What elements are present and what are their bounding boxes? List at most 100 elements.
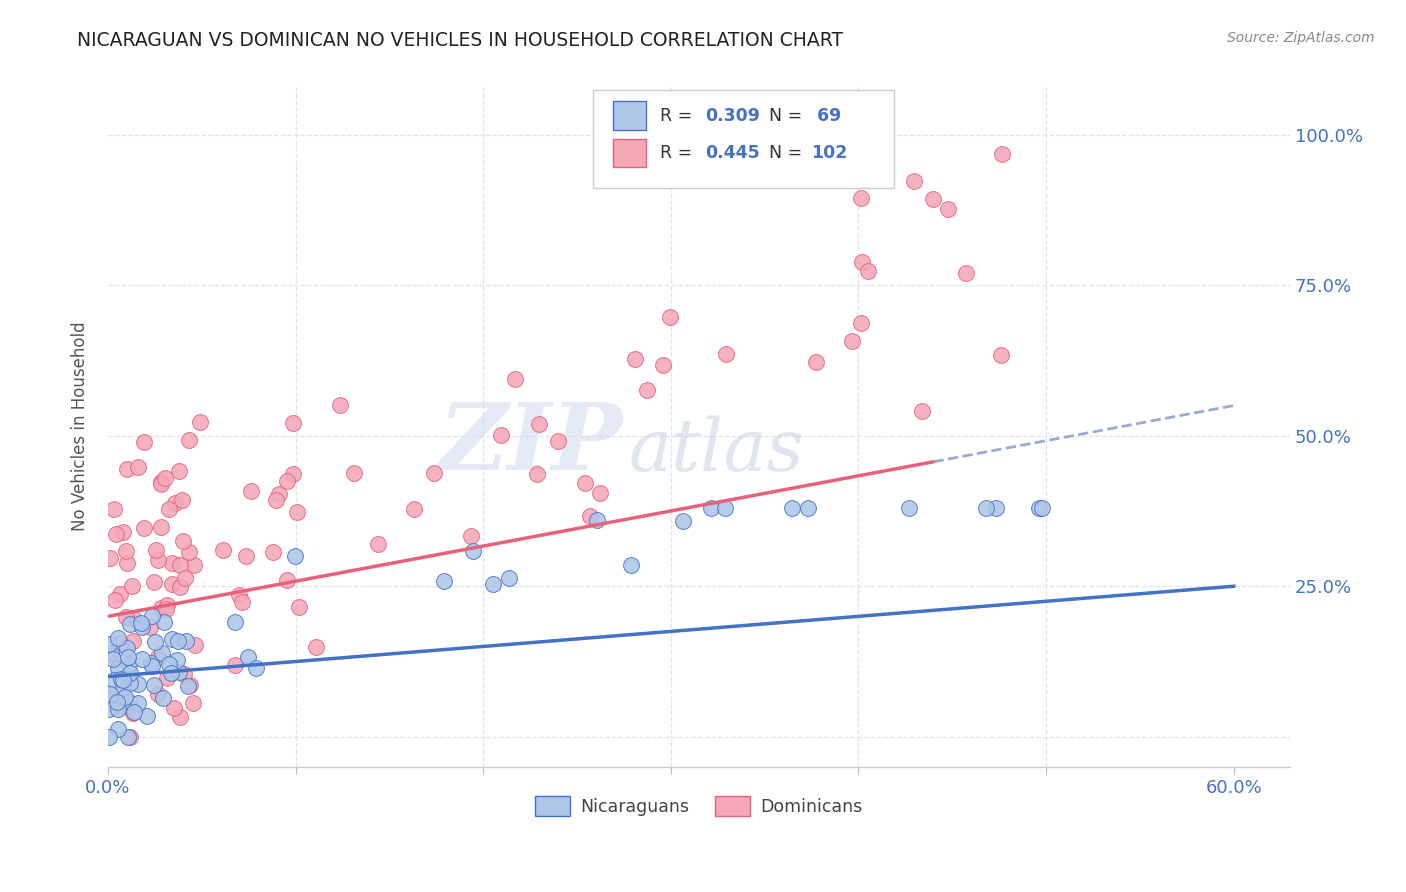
Point [177,433,200,447]
Point [108,587,131,601]
Point [402,502,425,516]
Point [991,147,1014,161]
Text: N =: N = [769,107,807,125]
Point [167,665,190,680]
Point [145,543,167,558]
FancyBboxPatch shape [592,90,894,188]
Point [105,695,128,709]
Point [288,600,311,615]
Text: 69: 69 [811,107,842,125]
Point [166,633,188,648]
Point [107,631,129,645]
Legend: Nicaraguans, Dominicans: Nicaraguans, Dominicans [529,789,870,823]
Point [423,467,446,481]
Point [118,675,141,690]
Point [115,640,138,655]
Point [98,730,121,744]
Point [115,462,138,476]
Point [110,672,132,686]
Point [922,193,945,207]
Text: R =: R = [659,107,697,125]
Point [118,695,141,709]
Point [460,529,482,543]
Text: Source: ZipAtlas.com: Source: ZipAtlas.com [1227,31,1375,45]
Point [489,428,512,442]
Point [849,191,872,205]
Point [127,677,149,691]
Point [169,709,191,723]
Point [224,657,246,672]
Bar [613,102,645,130]
Point [177,544,200,558]
Point [98,687,121,701]
Point [797,500,820,515]
Point [212,543,235,558]
Point [262,544,284,558]
Point [103,673,125,687]
Text: NICARAGUAN VS DOMINICAN NO VEHICLES IN HOUSEHOLD CORRELATION CHART: NICARAGUAN VS DOMINICAN NO VEHICLES IN H… [77,31,844,50]
Point [526,467,548,481]
Text: 0.445: 0.445 [704,144,759,162]
Point [117,557,139,571]
Point [150,520,173,534]
Point [131,652,153,666]
Point [141,659,163,673]
Point [127,460,149,475]
Point [986,500,1008,515]
Point [780,500,803,515]
Point [236,650,259,665]
Point [174,571,197,585]
Point [636,384,658,398]
Point [231,595,253,609]
Point [974,500,997,515]
Point [131,619,153,633]
Text: 0.309: 0.309 [704,107,759,125]
Point [305,640,328,654]
Point [163,701,186,715]
Point [117,730,139,744]
Point [122,706,145,720]
Point [103,652,125,666]
Point [117,649,139,664]
Point [112,680,135,694]
Point [343,466,366,480]
Point [574,476,596,491]
Point [152,690,174,705]
Point [138,620,160,634]
Point [176,633,198,648]
Point [169,558,191,573]
Point [160,556,183,570]
Point [547,434,569,448]
Point [107,661,129,675]
Point [672,514,695,528]
Point [153,615,176,629]
Point [100,646,122,660]
Point [153,471,176,485]
Point [245,660,267,674]
Point [281,416,304,430]
Point [98,690,121,705]
Point [98,550,121,565]
Point [586,513,609,527]
Point [177,679,200,693]
Point [143,574,166,589]
Point [659,310,682,324]
Point [132,434,155,449]
Point [240,484,263,499]
Point [149,475,172,489]
Point [146,553,169,567]
Point [181,696,204,710]
Point [156,598,179,612]
Point [112,524,135,539]
Point [287,505,309,519]
Point [118,657,141,671]
Point [156,671,179,685]
Point [856,263,879,277]
Point [162,577,184,591]
Point [804,355,827,369]
Point [851,255,873,269]
Point [652,358,675,372]
Point [136,709,159,723]
Text: N =: N = [769,144,807,162]
Point [107,722,129,736]
